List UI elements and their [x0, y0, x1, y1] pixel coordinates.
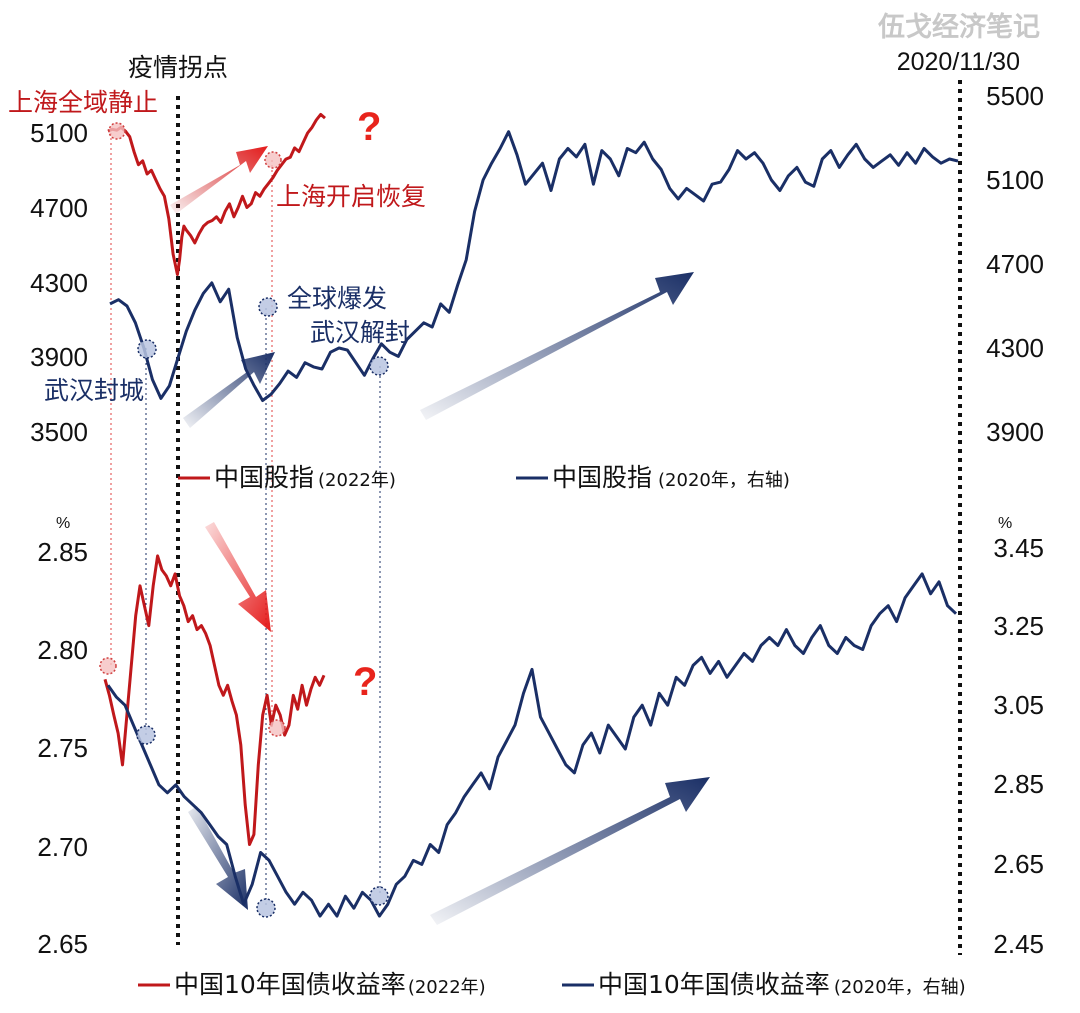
bond-left-tick-label: 2.80: [37, 635, 88, 665]
marker-wuhan-unlock: [369, 356, 389, 376]
annotation-shanghai-recovery: 上海开启恢复: [276, 182, 426, 211]
date-label: 2020/11/30: [897, 48, 1020, 76]
navy-arrow-up-bond: [430, 777, 710, 925]
question-mark-bond: ?: [353, 660, 377, 704]
marker-bond-wuhan-lockdown: [136, 725, 156, 745]
watermark: 伍戈经济笔记: [878, 11, 1040, 43]
red-arrow-down: [205, 522, 271, 632]
marker-bond-shanghai-lockdown: [99, 657, 117, 675]
stock-right-tick-label: 4700: [986, 249, 1044, 279]
stock-left-tick-label: 3900: [30, 342, 88, 372]
marker-bond-global-outbreak: [256, 898, 276, 918]
legend-bond-2022: 中国10年国债收益率 (2022年): [174, 970, 486, 999]
annotation-global-outbreak: 全球爆发: [287, 284, 387, 313]
bond-left-tick-label: 2.85: [37, 537, 88, 567]
turning-point-label: 疫情拐点: [128, 53, 228, 82]
stock-right-tick-label: 4300: [986, 333, 1044, 363]
annotation-wuhan-unlock: 武汉解封: [310, 318, 410, 347]
bond-left-tick-label: 2.65: [37, 929, 88, 959]
marker-shanghai-lockdown: [108, 122, 126, 140]
stock-left-tick-label: 4300: [30, 268, 88, 298]
bond-right-tick-label: 2.65: [993, 849, 1044, 879]
stock-left-tick-label: 3500: [30, 417, 88, 447]
bond-series-2020-line: [106, 572, 958, 918]
stock-series-2022-line: [107, 112, 326, 276]
bond-left-tick-label: 2.75: [37, 733, 88, 763]
navy-arrow-up-stock: [420, 272, 694, 420]
tick-labels: 5100 4700 4300 3900 3500 5500 5100 4700 4300 3900…: [30, 81, 1044, 959]
marker-bond-wuhan-unlock: [369, 886, 389, 906]
annotation-wuhan-lockdown: 武汉封城: [44, 376, 144, 405]
navy-arrow-down: [188, 806, 248, 910]
bond-right-tick-label: 2.85: [993, 769, 1044, 799]
marker-wuhan-lockdown: [137, 339, 157, 359]
stock-series-2020-line: [109, 130, 959, 402]
bond-series-2022-line: [103, 554, 326, 846]
bond-right-tick-label: 3.45: [993, 533, 1044, 563]
navy-arrow-up-small: [183, 352, 275, 428]
stock-right-tick-label: 5100: [986, 165, 1044, 195]
red-arrow-up: [170, 146, 268, 214]
series-lines: [103, 112, 959, 918]
legend-stock-2022: 中国股指 (2022年): [214, 463, 396, 492]
stock-right-tick-label: 5500: [986, 81, 1044, 111]
bond-right-tick-label: 3.25: [993, 611, 1044, 641]
stock-left-tick-label: 4700: [30, 193, 88, 223]
annotation-shanghai-lockdown: 上海全域静止: [8, 88, 158, 117]
marker-bond-shanghai-recovery: [268, 719, 286, 737]
legend-bond-2020: 中国10年国债收益率 (2020年，右轴): [598, 970, 966, 999]
marker-shanghai-recovery: [264, 151, 282, 169]
bond-left-tick-label: 2.70: [37, 832, 88, 862]
bond-right-tick-label: 3.05: [993, 690, 1044, 720]
unit-left-bond: %: [56, 515, 70, 532]
stock-left-tick-label: 5100: [30, 118, 88, 148]
marker-global-outbreak: [258, 297, 278, 317]
bond-right-tick-label: 2.45: [993, 929, 1044, 959]
stock-right-tick-label: 3900: [986, 417, 1044, 447]
legend-stock-2020: 中国股指 (2020年，右轴): [552, 463, 790, 492]
question-mark-stock: ?: [357, 105, 381, 149]
unit-right-bond: %: [998, 515, 1012, 532]
